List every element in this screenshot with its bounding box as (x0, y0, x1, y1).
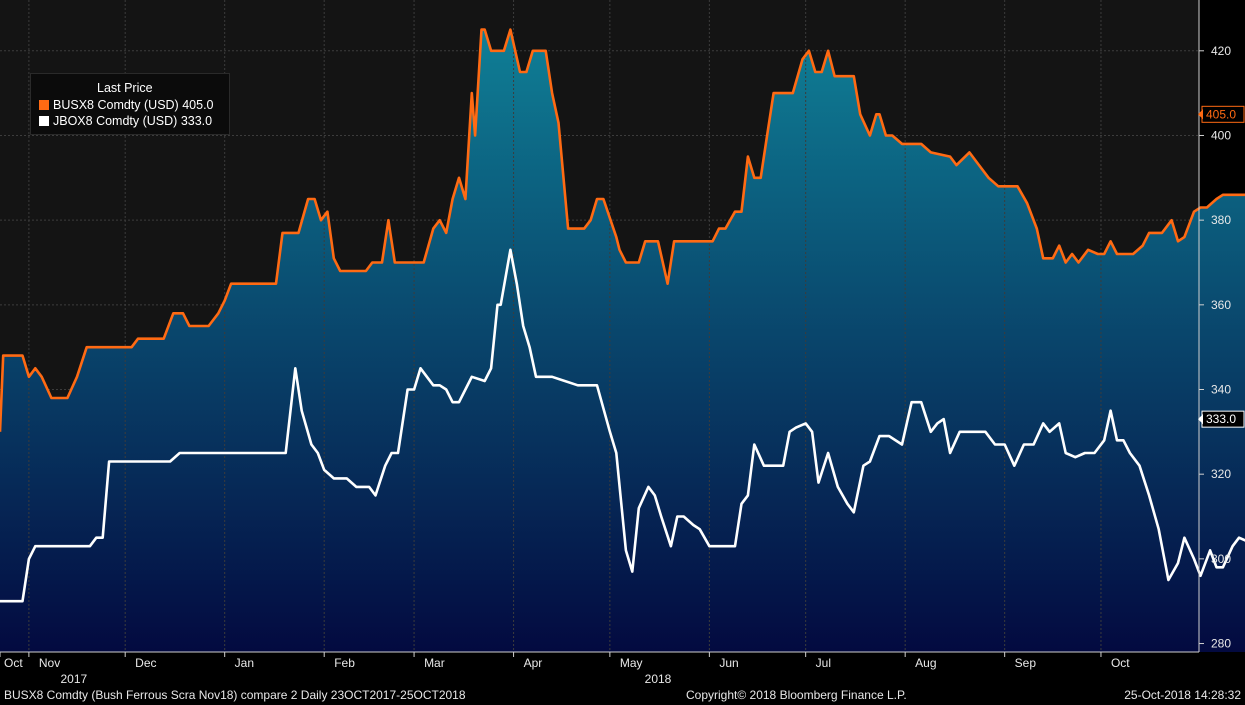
y-tick-label: 380 (1211, 213, 1231, 227)
x-tick-label: Feb (334, 656, 355, 670)
y-tick-label: 320 (1211, 467, 1231, 481)
footer-description: BUSX8 Comdty (Bush Ferrous Scra Nov18) c… (4, 688, 466, 702)
x-year-label: 2018 (645, 672, 672, 686)
last-price-marker-label: 405.0 (1206, 107, 1236, 121)
legend-item-busx8: BUSX8 Comdty (USD) 405.0 (39, 98, 214, 113)
y-tick-label: 360 (1211, 298, 1231, 312)
legend-label-jbox8: JBOX8 Comdty (USD) (53, 114, 178, 128)
y-tick-label: 420 (1211, 44, 1231, 58)
jbox8-line (0, 248, 1245, 603)
legend-title: Last Price (97, 81, 153, 95)
legend-item-jbox8: JBOX8 Comdty (USD) 333.0 (39, 114, 212, 129)
busx8-area (0, 29, 1245, 652)
x-tick-label: Dec (135, 656, 156, 670)
y-axis: 280 300 320 340 360 380 400 420 (1198, 0, 1231, 652)
x-tick-label: Jul (816, 656, 831, 670)
x-tick-label: Jan (235, 656, 254, 670)
x-tick-label: Aug (915, 656, 936, 670)
x-tick-label: Oct (1111, 656, 1130, 670)
legend-value-busx8: 405.0 (182, 98, 214, 112)
legend-label-busx8: BUSX8 Comdty (USD) (53, 98, 179, 112)
x-tick-label: Apr (524, 656, 543, 670)
footer-copyright: Copyright© 2018 Bloomberg Finance L.P. (686, 688, 907, 702)
y-tick-label: 340 (1211, 383, 1231, 397)
last-price-marker-pointer (1198, 109, 1203, 120)
x-axis: Oct Nov Dec Jan Feb Mar Apr May Jun Jul Aug Sep Oct 2… (0, 651, 1199, 686)
legend-swatch-busx8 (39, 100, 49, 110)
legend: Last Price BUSX8 Comdty (USD) 405.0 JBOX… (30, 73, 230, 135)
y-tick-label: 400 (1211, 128, 1231, 142)
legend-swatch-jbox8 (39, 116, 49, 126)
y-tick-label: 300 (1211, 552, 1231, 566)
legend-value-jbox8: 333.0 (180, 114, 213, 128)
footer-timestamp: 25-Oct-2018 14:28:32 (1124, 688, 1241, 702)
y-tick-label: 280 (1211, 637, 1231, 651)
x-tick-label: Mar (424, 656, 445, 670)
busx8-line (0, 28, 1245, 432)
x-tick-label: Sep (1015, 656, 1037, 670)
last-price-marker-pointer (1198, 414, 1203, 425)
x-tick-label: May (620, 656, 643, 670)
x-year-label: 2017 (60, 672, 87, 686)
last-price-marker-label: 333.0 (1206, 412, 1236, 426)
x-tick-label: Jun (719, 656, 738, 670)
x-tick-label: Oct (4, 656, 23, 670)
last-price-markers: 405.0 333.0 (1198, 105, 1245, 428)
x-tick-label: Nov (39, 656, 60, 670)
